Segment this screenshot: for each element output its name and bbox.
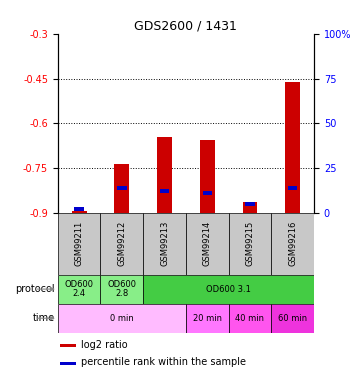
Bar — [114, 164, 129, 213]
Text: OD600
2.4: OD600 2.4 — [65, 280, 93, 298]
Bar — [271, 304, 314, 333]
Text: 20 min: 20 min — [193, 314, 222, 323]
Bar — [229, 304, 271, 333]
Bar — [271, 213, 314, 274]
Bar — [143, 274, 314, 304]
Text: 0 min: 0 min — [110, 314, 134, 323]
Title: GDS2600 / 1431: GDS2600 / 1431 — [135, 20, 237, 33]
Bar — [186, 304, 229, 333]
Text: 60 min: 60 min — [278, 314, 307, 323]
Bar — [245, 202, 255, 206]
Bar — [200, 140, 215, 213]
Text: OD600 3.1: OD600 3.1 — [206, 285, 251, 294]
Bar — [100, 274, 143, 304]
Text: percentile rank within the sample: percentile rank within the sample — [81, 357, 246, 367]
Text: GSM99215: GSM99215 — [245, 221, 255, 266]
Bar — [203, 191, 212, 195]
Bar — [71, 210, 87, 213]
Bar — [60, 362, 76, 365]
Bar — [143, 213, 186, 274]
Bar — [58, 274, 100, 304]
Bar — [74, 207, 84, 212]
Text: protocol: protocol — [16, 284, 55, 294]
Text: 40 min: 40 min — [235, 314, 265, 323]
Bar — [186, 213, 229, 274]
Bar — [243, 202, 257, 213]
Bar — [58, 213, 100, 274]
Bar — [117, 186, 127, 190]
Text: GSM99216: GSM99216 — [288, 221, 297, 266]
Text: GSM99211: GSM99211 — [75, 221, 84, 266]
Bar — [288, 186, 297, 190]
Text: time: time — [33, 313, 55, 323]
Text: GSM99212: GSM99212 — [117, 221, 126, 266]
Text: GSM99213: GSM99213 — [160, 221, 169, 266]
Bar — [157, 137, 172, 213]
Bar — [100, 213, 143, 274]
Text: log2 ratio: log2 ratio — [81, 340, 127, 350]
Bar — [229, 213, 271, 274]
Bar — [58, 304, 186, 333]
Bar — [160, 189, 169, 194]
Bar — [285, 82, 300, 213]
Bar — [60, 344, 76, 347]
Text: GSM99214: GSM99214 — [203, 221, 212, 266]
Text: OD600
2.8: OD600 2.8 — [107, 280, 136, 298]
